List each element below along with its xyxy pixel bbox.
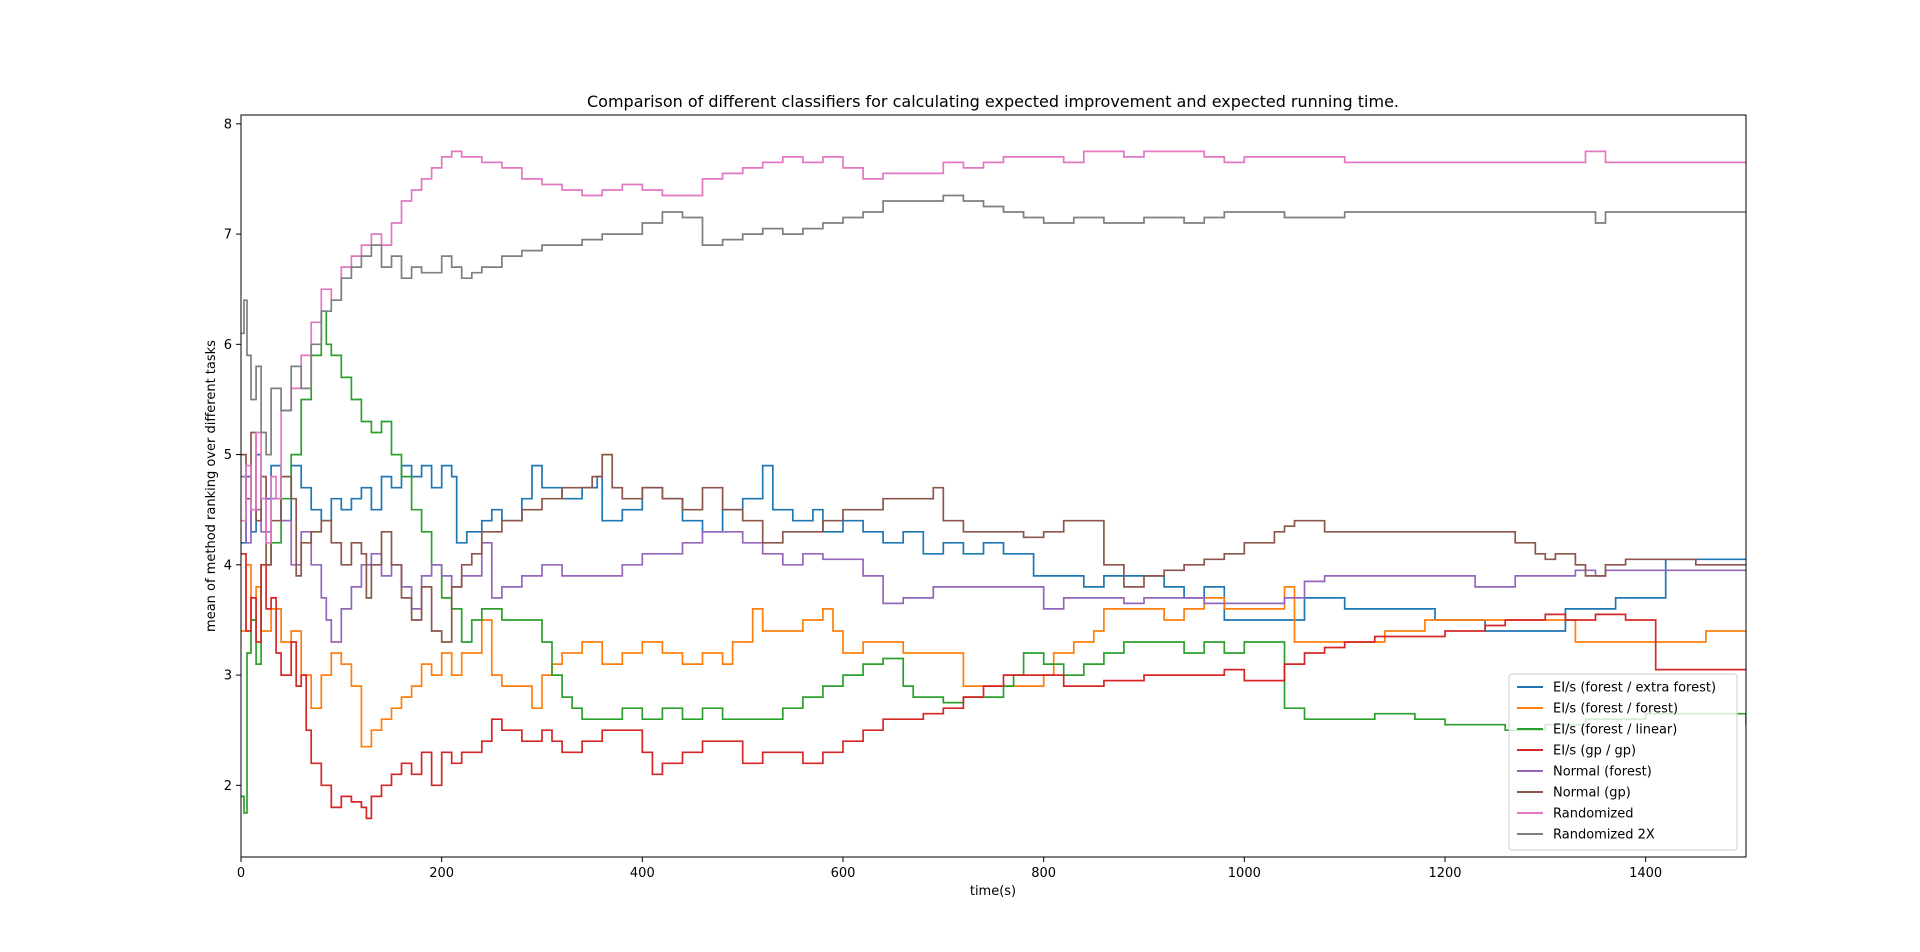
y-tick-label: 5 (224, 448, 232, 463)
x-tick-label: 1200 (1428, 866, 1461, 881)
legend-label: Randomized (1553, 807, 1634, 822)
series-line (241, 194, 1746, 456)
legend-label: Normal (forest) (1553, 765, 1652, 780)
legend: EI/s (forest / extra forest) EI/s (forest… (1508, 673, 1738, 851)
series-layer (241, 150, 1746, 820)
legend-label: Normal (gp) (1553, 786, 1631, 801)
y-axis-label: mean of method ranking over different ta… (204, 340, 219, 632)
series-line (241, 552, 1746, 820)
y-tick-label: 4 (224, 558, 232, 573)
legend-label: EI/s (gp / gp) (1553, 744, 1636, 759)
series-line (241, 310, 1746, 814)
x-tick-label: 800 (1031, 866, 1056, 881)
series-line (241, 431, 1746, 643)
y-tick-label: 7 (224, 228, 232, 243)
x-tick-label: 1400 (1629, 866, 1662, 881)
series-line (241, 475, 1746, 643)
legend-label: EI/s (forest / extra forest) (1553, 681, 1716, 696)
chart-title: Comparison of different classifiers for … (587, 92, 1399, 111)
y-tick-label: 3 (224, 669, 232, 684)
x-axis: 0 200 400 600 800 1000 1200 1400 (237, 857, 1662, 881)
series-line (241, 150, 1746, 544)
legend-label: EI/s (forest / forest) (1553, 702, 1678, 717)
y-tick-label: 8 (224, 117, 232, 132)
x-tick-label: 0 (237, 866, 245, 881)
x-axis-label: time(s) (970, 884, 1016, 899)
y-axis: 2 3 4 5 6 7 8 (224, 117, 241, 794)
x-tick-label: 1000 (1228, 866, 1261, 881)
x-tick-label: 400 (630, 866, 655, 881)
y-tick-label: 6 (224, 338, 232, 353)
plot-frame (240, 114, 1747, 858)
legend-label: EI/s (forest / linear) (1553, 723, 1677, 738)
x-tick-label: 600 (831, 866, 856, 881)
y-tick-label: 2 (224, 779, 232, 794)
legend-box (1508, 673, 1738, 851)
x-tick-label: 200 (429, 866, 454, 881)
legend-label: Randomized 2X (1553, 828, 1655, 843)
